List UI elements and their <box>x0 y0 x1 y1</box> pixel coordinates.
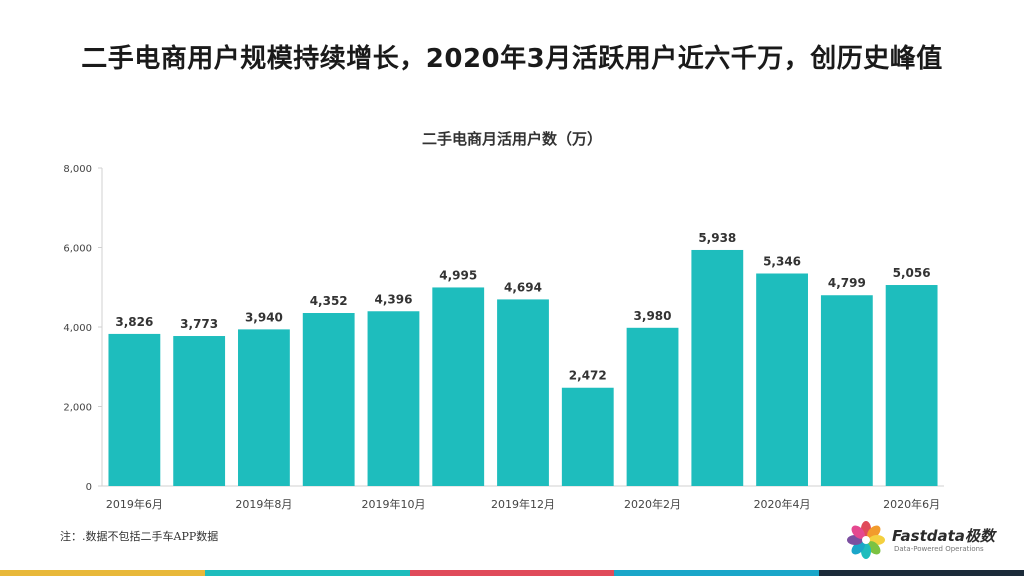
footnote: 注：.数据不包括二手车APP数据 <box>60 530 219 543</box>
footer-color-segment <box>204 570 410 576</box>
logo: Fastdata极数 Data-Powered Operations <box>846 520 1006 560</box>
bar <box>367 311 420 486</box>
page-headline: 二手电商用户规模持续增长，2020年3月活跃用户近六千万，创历史峰值 <box>81 44 943 74</box>
bar <box>820 295 873 486</box>
x-tick-label: 2020年6月 <box>883 497 940 511</box>
data-label: 3,980 <box>634 309 672 323</box>
data-label: 2,472 <box>569 369 607 383</box>
y-tick-label: 8,000 <box>63 164 92 175</box>
x-tick-label: 2020年4月 <box>754 497 811 511</box>
logo-tagline: Data-Powered Operations <box>894 545 984 553</box>
footer-color-segment <box>819 570 1024 576</box>
data-label: 3,940 <box>245 310 283 324</box>
data-label: 4,995 <box>439 268 477 282</box>
y-tick-label: 6,000 <box>63 244 92 255</box>
y-tick-label: 0 <box>86 482 92 493</box>
x-tick-label: 2019年8月 <box>235 497 292 511</box>
data-label: 5,938 <box>698 231 736 245</box>
bar <box>108 333 161 486</box>
bar <box>173 336 226 486</box>
bar <box>497 299 549 486</box>
bar <box>238 329 290 486</box>
bar <box>302 313 355 486</box>
data-label: 4,352 <box>310 294 348 308</box>
y-tick-label: 4,000 <box>63 323 92 334</box>
logo-text: Fastdata极数 <box>892 527 995 545</box>
x-tick-label: 2019年12月 <box>491 497 555 511</box>
data-label: 4,396 <box>374 292 412 306</box>
data-label: 4,799 <box>828 276 866 290</box>
footer-color-segment <box>614 570 820 576</box>
chart-title: 二手电商月活用户数（万） <box>421 130 602 148</box>
data-label: 3,773 <box>180 317 218 331</box>
bar <box>561 387 614 486</box>
footer-color-segment <box>0 570 205 576</box>
data-label: 4,694 <box>504 280 542 294</box>
bar <box>885 285 938 486</box>
y-tick-label: 2,000 <box>63 403 92 414</box>
data-label: 5,346 <box>763 254 801 268</box>
flower-logo-icon <box>847 521 885 559</box>
bar <box>691 249 744 486</box>
x-tick-label: 2019年10月 <box>361 497 425 511</box>
footer-color-segment <box>409 570 615 576</box>
bar <box>626 327 679 486</box>
footer-color-bar <box>0 570 1024 576</box>
data-label: 3,826 <box>115 315 153 329</box>
bar <box>756 273 808 486</box>
x-tick-label: 2020年2月 <box>624 497 681 511</box>
data-label: 5,056 <box>893 266 931 280</box>
x-tick-label: 2019年6月 <box>106 497 163 511</box>
bar <box>432 287 485 486</box>
